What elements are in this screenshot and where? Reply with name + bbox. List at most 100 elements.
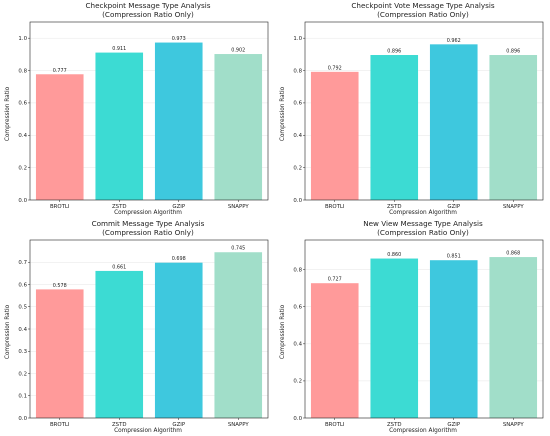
y-tick-label: 0.0 [293, 198, 302, 204]
y-tick-label: 1.0 [293, 36, 302, 42]
bar-value-label: 0.745 [231, 246, 245, 252]
x-tick-label: GZIP [172, 422, 185, 428]
x-tick-label: SNAPPY [503, 204, 525, 210]
bar-gzip [429, 44, 478, 201]
plot-frame [29, 239, 269, 419]
x-tick-label: BROTLI [325, 204, 345, 210]
chart-title: Commit Message Type Analysis [92, 219, 205, 228]
bar-gzip [429, 260, 478, 418]
chart-panel-checkpoint-vote: Checkpoint Vote Message Type Analysis (C… [275, 0, 550, 218]
y-tick-label: 0.2 [293, 379, 302, 385]
chart-subtitle: (Compression Ratio Only) [102, 10, 194, 19]
y-tick-label: 0.6 [18, 101, 27, 107]
y-tick-label: 0.8 [293, 68, 302, 74]
bar-value-label: 0.578 [53, 283, 67, 289]
bar-value-label: 0.868 [506, 251, 520, 257]
chart-checkpoint-vote: Checkpoint Vote Message Type Analysis (C… [280, 1, 544, 216]
y-tick-label: 0.6 [293, 101, 302, 107]
x-axis-label: Compression Algorithm [389, 428, 457, 434]
y-tick-label: 0.6 [18, 282, 27, 288]
chart-title: Checkpoint Message Type Analysis [86, 1, 211, 10]
plot-frame [304, 239, 544, 419]
bar-snappy [214, 252, 263, 418]
y-tick-label: 0.6 [293, 305, 302, 311]
bar-brotli [310, 283, 359, 418]
chart-commit: Commit Message Type Analysis (Compressio… [5, 219, 269, 434]
y-tick-label: 0.2 [18, 165, 27, 171]
y-tick-label: 0.1 [18, 394, 27, 400]
x-tick-label: ZSTD [387, 422, 402, 428]
bar-value-label: 0.777 [53, 68, 67, 74]
y-axis-label: Compression Ratio [5, 86, 11, 141]
bar-value-label: 0.860 [387, 252, 401, 258]
y-tick-label: 0.2 [293, 165, 302, 171]
y-tick-label: 0.0 [18, 198, 27, 204]
bar-value-label: 0.973 [172, 36, 186, 42]
x-tick-label: BROTLI [325, 422, 345, 428]
chart-subtitle: (Compression Ratio Only) [377, 10, 469, 19]
bar-value-label: 0.661 [112, 264, 126, 270]
y-tick-label: 0.8 [18, 68, 27, 74]
bar-snappy [489, 55, 538, 200]
y-tick-label: 0.4 [18, 133, 27, 139]
bar-value-label: 0.727 [328, 277, 342, 283]
chart-panel-new-view: New View Message Type Analysis (Compress… [275, 218, 550, 436]
y-tick-label: 0.4 [293, 342, 302, 348]
bar-value-label: 0.896 [506, 49, 520, 55]
bar-value-label: 0.896 [387, 49, 401, 55]
bar-brotli [310, 71, 359, 200]
plot-frame [29, 21, 269, 201]
bar-brotli [35, 289, 84, 418]
y-tick-label: 0.0 [293, 416, 302, 422]
chart-panel-commit: Commit Message Type Analysis (Compressio… [0, 218, 275, 436]
chart-subtitle: (Compression Ratio Only) [102, 228, 194, 237]
y-tick-label: 0.0 [18, 416, 27, 422]
bar-gzip [154, 262, 203, 418]
bar-value-label: 0.792 [328, 65, 342, 71]
chart-new-view: New View Message Type Analysis (Compress… [280, 219, 544, 434]
y-tick-label: 0.4 [18, 327, 27, 333]
x-tick-label: ZSTD [112, 422, 127, 428]
x-tick-label: ZSTD [112, 204, 127, 210]
y-axis-label: Compression Ratio [5, 304, 11, 359]
y-tick-label: 0.4 [293, 133, 302, 139]
bar-brotli [35, 74, 84, 200]
x-tick-label: SNAPPY [228, 204, 250, 210]
bar-zstd [370, 55, 419, 200]
y-tick-label: 0.7 [18, 260, 27, 266]
x-tick-label: ZSTD [387, 204, 402, 210]
x-tick-label: GZIP [447, 422, 460, 428]
x-tick-label: BROTLI [50, 422, 70, 428]
y-axis-label: Compression Ratio [280, 304, 286, 359]
bar-value-label: 0.851 [447, 254, 461, 260]
x-tick-label: SNAPPY [503, 422, 525, 428]
bar-snappy [489, 257, 538, 418]
y-tick-label: 0.2 [18, 371, 27, 377]
bar-value-label: 0.902 [231, 48, 245, 54]
x-tick-label: BROTLI [50, 204, 70, 210]
y-tick-label: 1.0 [18, 36, 27, 42]
bar-zstd [370, 258, 419, 418]
bar-value-label: 0.698 [172, 256, 186, 262]
x-tick-label: SNAPPY [228, 422, 250, 428]
y-tick-label: 0.3 [18, 349, 27, 355]
chart-panel-checkpoint: Checkpoint Message Type Analysis (Compre… [0, 0, 275, 218]
y-tick-label: 0.5 [18, 305, 27, 311]
chart-title: Checkpoint Vote Message Type Analysis [351, 1, 494, 10]
bar-zstd [95, 52, 144, 201]
bar-snappy [214, 54, 263, 200]
chart-subtitle: (Compression Ratio Only) [377, 228, 469, 237]
bar-value-label: 0.911 [112, 46, 126, 52]
x-axis-label: Compression Algorithm [389, 210, 457, 216]
chart-checkpoint: Checkpoint Message Type Analysis (Compre… [5, 1, 269, 216]
x-axis-label: Compression Algorithm [114, 210, 182, 216]
y-tick-label: 0.8 [293, 267, 302, 273]
bar-zstd [95, 270, 144, 418]
x-tick-label: GZIP [447, 204, 460, 210]
bar-gzip [154, 42, 203, 201]
x-axis-label: Compression Algorithm [114, 428, 182, 434]
chart-title: New View Message Type Analysis [363, 219, 483, 228]
plot-frame [304, 21, 544, 201]
y-axis-label: Compression Ratio [280, 86, 286, 141]
bar-value-label: 0.962 [447, 38, 461, 44]
